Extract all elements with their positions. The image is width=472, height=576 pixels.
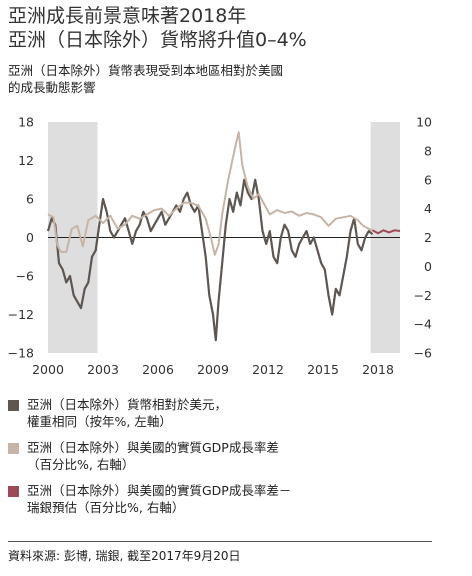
left-axis-tick-label: −12 xyxy=(8,307,34,322)
legend-swatch-gdp-gap xyxy=(8,443,19,454)
left-axis-tick-label: 18 xyxy=(18,115,34,130)
legend-label-gdp-gap-line-1: 亞洲（日本除外）與美國的實質GDP成長率差 xyxy=(27,440,279,455)
legend-label-gdp-gap-line-2: （百分比%, 右軸） xyxy=(27,457,135,472)
left-axis-tick-label: 6 xyxy=(26,192,34,207)
x-axis-tick-label: 2018 xyxy=(362,362,394,377)
x-axis-tick-label: 2015 xyxy=(307,362,339,377)
right-axis-tick-label: 0 xyxy=(424,259,432,274)
right-axis-tick-label: 6 xyxy=(424,172,432,187)
legend-swatch-gdp-forecast xyxy=(8,486,19,497)
subtitle-line-1: 亞洲（日本除外）貨幣表現受到本地區相對於美國 xyxy=(8,63,284,78)
legend-item-currency: 亞洲（日本除外）貨幣相對於美元， 權重相同（按年%, 左軸） xyxy=(8,396,464,430)
left-axis-tick-label: 0 xyxy=(26,230,34,245)
x-axis-tick-label: 2000 xyxy=(32,362,64,377)
right-axis-tick-label: 8 xyxy=(424,143,432,158)
series-gdp-forecast-line xyxy=(372,229,401,235)
x-axis-tick-label: 2006 xyxy=(142,362,174,377)
left-axis-tick-label: −6 xyxy=(16,269,34,284)
series-currency-line xyxy=(46,178,374,342)
source-note: 資料來源: 彭博, 瑞銀, 截至2017年9月20日 xyxy=(8,549,241,563)
title-line-2: 亞洲（日本除外）貨幣將升值0–4% xyxy=(8,29,307,51)
right-axis-tick-label: 2 xyxy=(424,230,432,245)
legend-swatch-currency xyxy=(8,400,19,411)
right-axis-tick-label: 10 xyxy=(416,115,432,130)
legend-label-currency-line-2: 權重相同（按年%, 左軸） xyxy=(27,414,172,429)
source-divider xyxy=(8,541,432,542)
x-axis-tick-label: 2003 xyxy=(87,362,119,377)
left-axis-tick-label: −18 xyxy=(8,346,34,361)
x-axis-tick-label: 2012 xyxy=(252,362,284,377)
legend-item-gdp-gap: 亞洲（日本除外）與美國的實質GDP成長率差 （百分比%, 右軸） xyxy=(8,439,464,473)
right-axis-tick-label: 4 xyxy=(424,201,432,216)
chart-title: 亞洲成長前景意味著2018年 亞洲（日本除外）貨幣將升值0–4% xyxy=(8,4,464,52)
subtitle-line-2: 的成長動態影響 xyxy=(8,80,96,95)
legend-item-gdp-forecast: 亞洲（日本除外）與美國的實質GDP成長率差－ 瑞銀預估（百分比%, 右軸） xyxy=(8,482,464,516)
right-axis-tick-label: −2 xyxy=(414,288,432,303)
right-axis-tick-label: −4 xyxy=(414,317,432,332)
legend: 亞洲（日本除外）貨幣相對於美元， 權重相同（按年%, 左軸） 亞洲（日本除外）與… xyxy=(8,396,464,525)
title-line-1: 亞洲成長前景意味著2018年 xyxy=(8,5,247,27)
x-axis-tick-label: 2009 xyxy=(197,362,229,377)
chart-subtitle: 亞洲（日本除外）貨幣表現受到本地區相對於美國 的成長動態影響 xyxy=(8,62,464,96)
line-chart: 18 12 6 0 −6 −12 −18 10 8 6 4 2 0 −2 −4 −6 2000 2003 2006 2… xyxy=(8,115,432,378)
legend-label-gdp-forecast-line-1: 亞洲（日本除外）與美國的實質GDP成長率差－ xyxy=(27,483,292,498)
legend-label-currency-line-1: 亞洲（日本除外）貨幣相對於美元， xyxy=(27,397,228,412)
right-axis-tick-label: −6 xyxy=(414,346,432,361)
left-axis-tick-label: 12 xyxy=(18,153,34,168)
legend-label-gdp-forecast-line-2: 瑞銀預估（百分比%, 右軸） xyxy=(27,500,185,515)
series-gdp-gap-line xyxy=(47,131,373,256)
